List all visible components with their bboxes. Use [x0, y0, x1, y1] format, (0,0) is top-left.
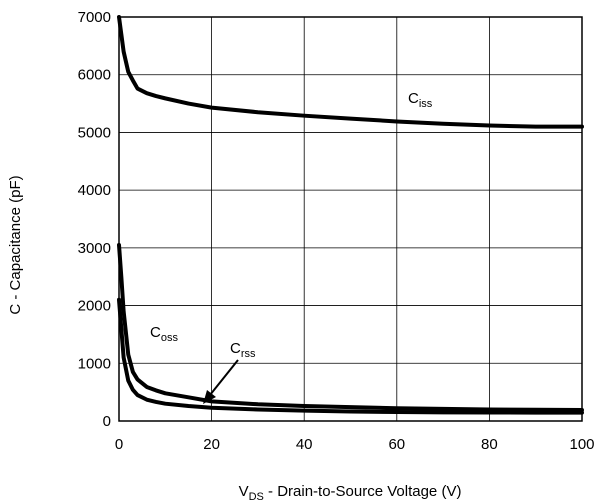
series-line-coss [117, 242, 584, 413]
plot-frame [118, 16, 583, 422]
label-coss: Coss [150, 324, 178, 344]
grid [118, 16, 583, 422]
y-tick-label: 1000 [78, 355, 111, 372]
series-line-ciss [117, 15, 584, 129]
crss-arrow-head [203, 390, 216, 404]
y-tick-label: 2000 [78, 298, 111, 315]
x-tick-label: 0 [115, 436, 123, 453]
y-tick-label: 6000 [78, 67, 111, 84]
x-tick-label: 60 [388, 436, 405, 453]
x-axis-label: VDS - Drain-to-Source Voltage (V) [239, 483, 462, 503]
series-line-crss [117, 297, 584, 415]
label-ciss: Ciss [408, 90, 433, 110]
y-tick-label: 3000 [78, 240, 111, 257]
x-tick-labels: 0 20 40 60 80 100 [115, 436, 595, 453]
y-axis-label: C - Capacitance (pF) [7, 175, 24, 314]
x-tick-label: 20 [203, 436, 220, 453]
x-tick-label: 80 [481, 436, 498, 453]
x-axis-label-rest: - Drain-to-Source Voltage (V) [264, 483, 462, 500]
x-axis-label-sub: DS [249, 491, 264, 503]
x-tick-label: 40 [296, 436, 313, 453]
x-tick-label: 100 [569, 436, 594, 453]
label-crss: Crss [230, 340, 256, 360]
y-tick-label: 7000 [78, 9, 111, 26]
y-tick-labels: 0 1000 2000 3000 4000 5000 6000 7000 [78, 9, 111, 430]
crss-arrow-line [209, 359, 239, 396]
y-tick-label: 0 [103, 413, 111, 430]
y-tick-label: 5000 [78, 124, 111, 141]
x-axis-label-main: V [239, 483, 249, 500]
series-group [117, 15, 584, 415]
y-tick-label: 4000 [78, 182, 111, 199]
